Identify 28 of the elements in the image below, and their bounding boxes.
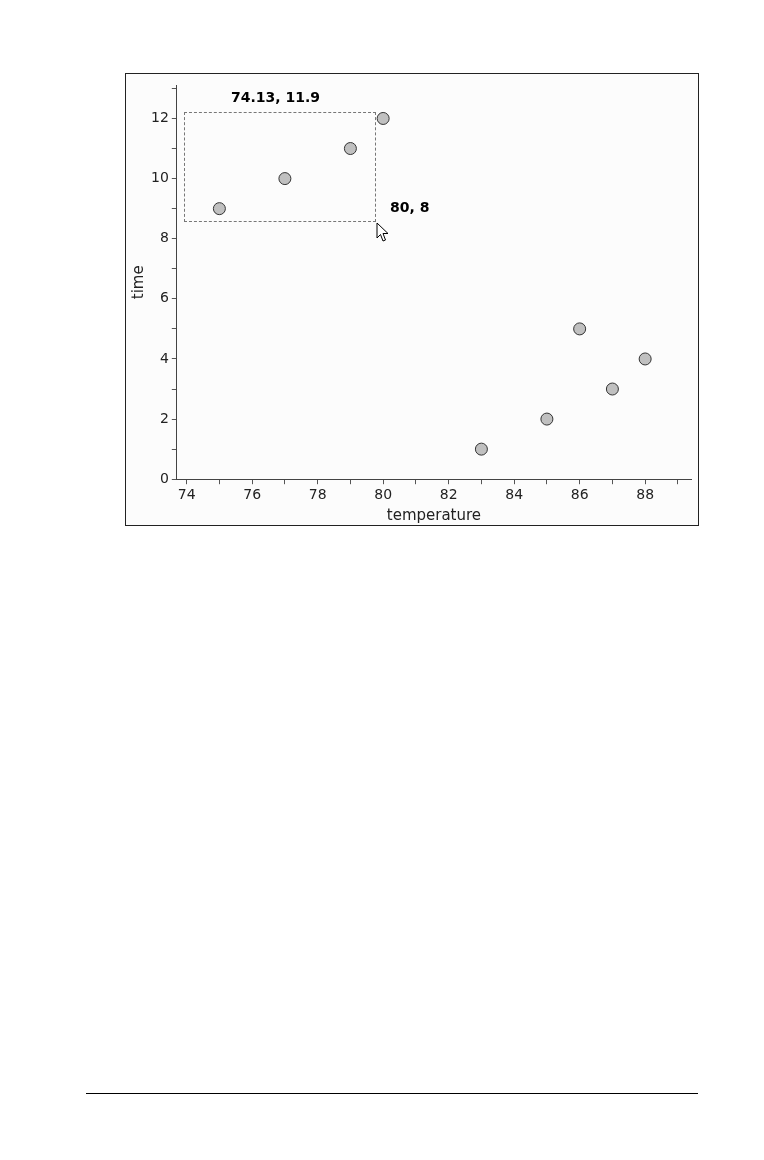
x-tick-label: 88 [636,486,655,503]
x-tick-label: 80 [374,486,393,503]
x-tick-label: 86 [570,486,589,503]
x-tick-label: 76 [243,486,262,503]
x-tick-label: 74 [177,486,196,503]
point [573,322,587,336]
point [278,172,292,186]
y-tick-label: 12 [150,109,169,126]
point [212,202,226,216]
y-axis-title: time [128,265,147,300]
x-tick-label: 84 [505,486,524,503]
annotation: 74.13, 11.9 [231,88,321,105]
point [638,352,652,366]
y-tick-label: 8 [159,229,169,246]
x-axis-title: temperature [386,505,482,524]
point [474,442,488,456]
point [540,412,554,426]
y-tick-label: 0 [159,469,169,486]
point [343,142,357,156]
y-tick-label: 10 [150,169,169,186]
point [376,111,390,125]
y-tick-label: 2 [159,409,169,426]
annotation: 80, 8 [390,198,430,215]
y-tick-label: 4 [159,349,169,366]
x-tick-label: 82 [439,486,458,503]
y-tick-label: 6 [159,289,169,306]
x-tick-label: 78 [308,486,327,503]
point [605,382,619,396]
